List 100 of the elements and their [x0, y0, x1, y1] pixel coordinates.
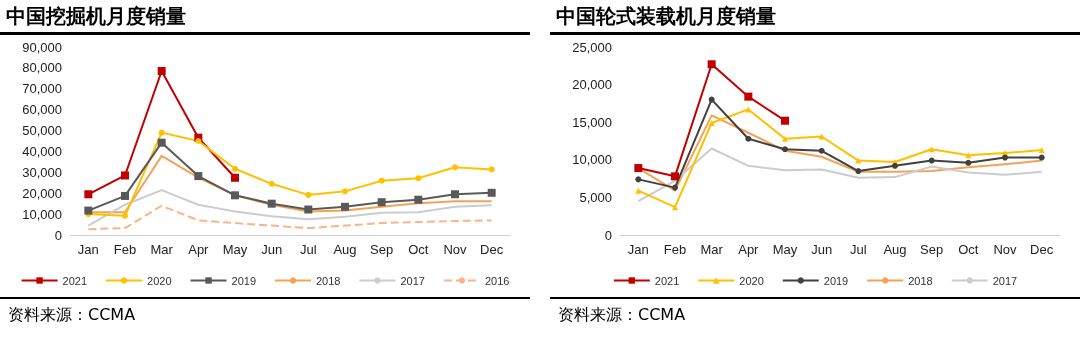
x-tick-label: Jul	[850, 242, 867, 257]
point	[195, 138, 202, 144]
x-tick-label: Nov	[443, 242, 468, 257]
x-tick-label: Apr	[188, 242, 210, 257]
point	[377, 198, 386, 207]
point	[341, 202, 349, 211]
point	[232, 165, 238, 172]
y-tick-label: 90,000	[22, 39, 62, 55]
x-tick-label: Oct	[408, 242, 429, 257]
point	[415, 175, 422, 182]
x-tick-label: Sep	[920, 242, 944, 257]
legend-label: 2017	[400, 274, 425, 287]
y-tick-label: 10,000	[572, 152, 612, 168]
point	[414, 195, 423, 204]
y-tick-label: 15,000	[572, 114, 612, 130]
point	[634, 164, 643, 173]
x-tick-label: Nov	[993, 242, 1018, 257]
x-tick-label: Jan	[77, 242, 99, 257]
point	[84, 206, 93, 215]
y-tick-label: 70,000	[22, 81, 62, 97]
point	[782, 135, 788, 142]
y-tick-label: 20,000	[22, 185, 62, 201]
x-tick-label: Feb	[663, 242, 687, 257]
line-series	[87, 189, 493, 227]
line-series	[87, 204, 493, 231]
y-tick-label: 80,000	[22, 60, 62, 76]
point	[451, 190, 459, 199]
point	[1002, 154, 1008, 161]
point	[305, 191, 312, 198]
point	[855, 168, 862, 175]
x-tick-label: Mar	[150, 242, 174, 257]
y-tick-label: 30,000	[22, 164, 62, 180]
x-tick-label: Apr	[738, 242, 760, 257]
legend-label: 2018	[316, 274, 341, 287]
point	[707, 60, 716, 69]
point	[158, 129, 165, 136]
point	[488, 166, 495, 173]
point	[194, 172, 203, 181]
y-tick-label: 50,000	[22, 123, 62, 139]
x-tick-label: Aug	[333, 242, 357, 257]
chart-title: 中国挖掘机月度销量	[0, 0, 530, 35]
y-tick-label: 40,000	[22, 143, 62, 159]
point	[1038, 147, 1045, 154]
point	[304, 205, 313, 214]
point	[267, 199, 276, 208]
legend-label: 2016	[484, 274, 510, 287]
x-tick-label: Jan	[627, 242, 649, 257]
legend-label: 2021	[62, 274, 88, 287]
x-tick-label: May	[222, 242, 248, 257]
text: 资料来源：CCMA	[557, 304, 687, 326]
point	[231, 173, 239, 182]
x-tick-label: Dec	[1030, 242, 1054, 257]
x-tick-label: Jun	[811, 242, 833, 257]
point	[157, 67, 166, 76]
y-tick-label: 60,000	[22, 102, 62, 118]
point	[231, 191, 239, 200]
legend-label: 2017	[992, 274, 1018, 287]
point	[672, 204, 678, 211]
x-tick-label: Oct	[958, 242, 979, 257]
legend-label: 2020	[739, 274, 764, 287]
point	[671, 172, 679, 181]
point	[818, 147, 825, 154]
y-tick-label: 25,000	[572, 39, 612, 55]
point	[672, 184, 678, 191]
x-tick-label: May	[772, 242, 798, 257]
point	[635, 187, 642, 194]
point	[487, 188, 496, 197]
point	[268, 180, 275, 187]
x-tick-label: Aug	[883, 242, 907, 257]
point	[452, 164, 458, 171]
y-tick-label: 10,000	[22, 206, 62, 222]
y-tick-label: 20,000	[572, 77, 612, 93]
legend-label: 2021	[654, 274, 680, 287]
point	[342, 188, 348, 195]
point	[635, 176, 642, 183]
point	[121, 171, 129, 180]
x-tick-label: Sep	[370, 242, 394, 257]
point	[745, 135, 752, 142]
text: 资料来源：CCMA	[7, 304, 137, 326]
legend-label: 2019	[231, 274, 257, 287]
point	[157, 138, 166, 147]
legend-label: 2019	[823, 274, 849, 287]
x-tick-label: Feb	[113, 242, 137, 257]
point	[378, 177, 385, 184]
point	[1038, 154, 1045, 161]
point	[782, 146, 788, 153]
x-tick-label: Jun	[261, 242, 283, 257]
legend-label: 2020	[147, 274, 172, 287]
y-tick-label: 5,000	[579, 189, 612, 205]
legend-label: 2018	[908, 274, 933, 287]
point	[965, 159, 972, 166]
y-tick-label: 0	[54, 227, 62, 243]
x-tick-label: Dec	[480, 242, 504, 257]
point	[122, 212, 128, 219]
point	[744, 92, 753, 101]
point	[708, 119, 715, 126]
point	[781, 116, 789, 125]
chart-title: 中国轮式装载机月度销量	[550, 0, 1080, 35]
point	[84, 190, 93, 199]
line-series	[637, 147, 1043, 203]
